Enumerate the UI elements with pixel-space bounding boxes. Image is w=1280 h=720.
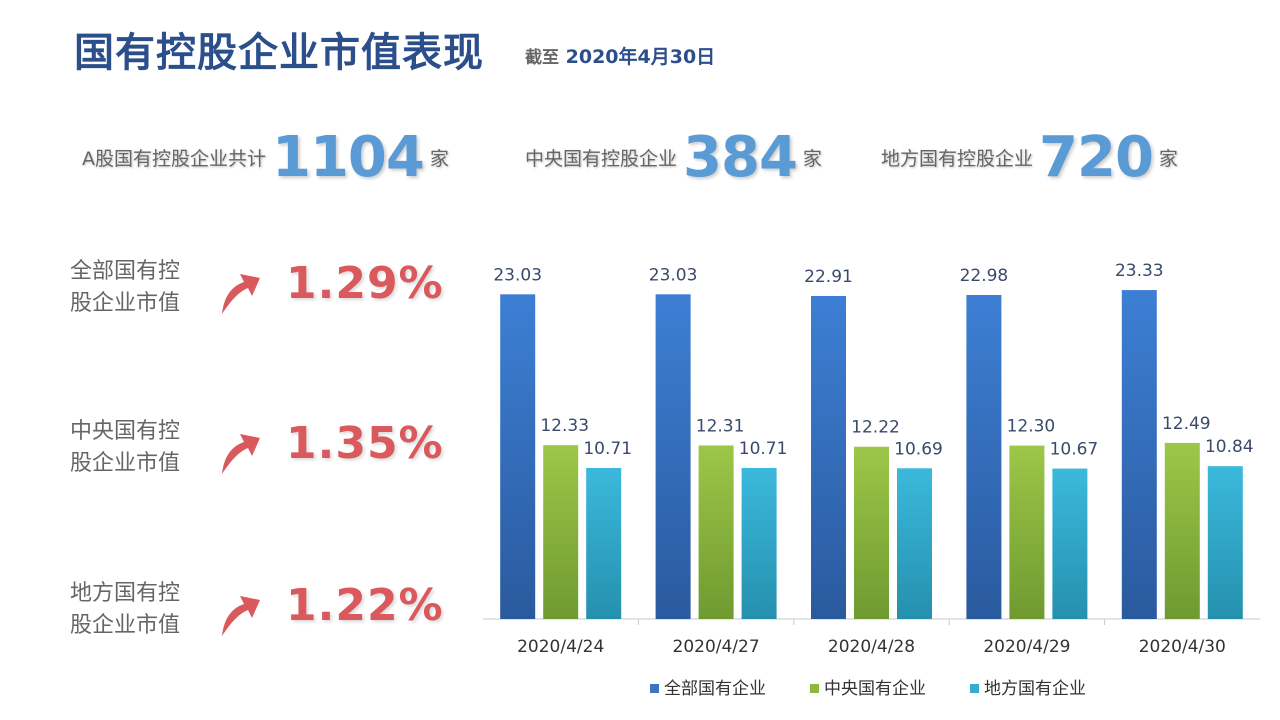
bar-chart: 23.03 12.33 10.71 2020/4/24 23.03 12.31 10.71 2… (483, 261, 1260, 699)
bar-central (1164, 442, 1200, 619)
data-label: 22.98 (960, 266, 1009, 286)
data-label: 23.33 (1115, 261, 1164, 281)
bar-local (897, 468, 932, 619)
as-of-lead: 截至 (525, 48, 559, 68)
metric-label: 全部国有控 股企业市值 (70, 256, 200, 320)
x-tick-label: 2020/4/30 (1139, 637, 1226, 657)
legend-label: 地方国有企业 (984, 679, 1086, 699)
data-label: 12.31 (696, 416, 745, 436)
up-arrow-icon (222, 274, 260, 314)
x-tick-label: 2020/4/27 (673, 637, 760, 657)
bar-all (1121, 290, 1157, 619)
page-title: 国有控股企业市值表现 (74, 30, 484, 76)
bar-local (586, 468, 622, 619)
up-arrow-icon (222, 434, 260, 474)
bar-local (741, 468, 777, 619)
stat-value: 720 (1039, 124, 1154, 190)
metric-all: 全部国有控 股企业市值 1.29% (70, 256, 450, 326)
metric-value: 1.29% (286, 258, 444, 309)
legend-swatch (650, 684, 659, 693)
data-label: 10.71 (583, 439, 632, 459)
stat-local: 地方国有控股企业 720 家 (881, 122, 1178, 192)
metric-label: 地方国有控 股企业市值 (70, 578, 200, 642)
bar-central (543, 445, 579, 619)
bar-central (1009, 445, 1045, 619)
stat-unit: 家 (802, 147, 822, 170)
stat-central: 中央国有控股企业 384 家 (525, 122, 822, 192)
data-label: 12.30 (1007, 417, 1056, 437)
x-tick-label: 2020/4/29 (983, 637, 1070, 657)
data-label: 10.71 (739, 439, 788, 459)
legend-swatch (810, 684, 819, 693)
metric-label-line: 股企业市值 (70, 613, 181, 638)
bar-all (811, 295, 846, 619)
metric-label-line: 地方国有控 (70, 581, 181, 606)
data-label: 23.03 (493, 265, 542, 285)
bar-all (500, 294, 536, 619)
metric-label-line: 股企业市值 (70, 291, 181, 316)
stat-unit: 家 (1158, 147, 1178, 170)
bar-central (698, 445, 734, 619)
bar-all (966, 295, 1002, 619)
legend-label: 中央国有企业 (824, 679, 926, 699)
data-label: 22.91 (804, 267, 853, 287)
bar-local (1052, 468, 1088, 619)
data-label: 10.67 (1050, 440, 1099, 460)
stat-value: 1104 (272, 124, 425, 190)
stat-label: 中央国有控股企业 (525, 147, 678, 170)
data-label: 23.03 (649, 265, 698, 285)
metric-label-line: 中央国有控 (70, 419, 181, 444)
metric-label: 中央国有控 股企业市值 (70, 416, 200, 480)
legend-swatch (970, 684, 979, 693)
legend-label: 全部国有企业 (664, 679, 766, 699)
data-label: 12.49 (1162, 414, 1211, 434)
bar-central (854, 446, 889, 619)
metric-local: 地方国有控 股企业市值 1.22% (70, 578, 450, 648)
up-arrow-icon (222, 596, 260, 636)
stat-label: A股国有控股企业共计 (82, 147, 266, 170)
metric-label-line: 股企业市值 (70, 451, 181, 476)
metric-label-line: 全部国有控 (70, 259, 181, 284)
x-tick-label: 2020/4/24 (517, 637, 604, 657)
stat-unit: 家 (429, 147, 449, 170)
stat-value: 384 (683, 124, 798, 190)
data-label: 10.69 (894, 439, 943, 459)
data-label: 12.33 (540, 416, 589, 436)
data-label: 10.84 (1205, 437, 1254, 457)
metric-value: 1.35% (286, 418, 444, 469)
metric-central: 中央国有控 股企业市值 1.35% (70, 416, 450, 486)
as-of-date: 截至 2020年4月30日 (525, 42, 715, 69)
bar-all (655, 294, 691, 619)
stat-label: 地方国有控股企业 (881, 147, 1034, 170)
as-of-value: 2020年4月30日 (565, 46, 716, 68)
x-tick-label: 2020/4/28 (828, 637, 915, 657)
metric-value: 1.22% (286, 580, 444, 631)
plot-area: 23.03 12.33 10.71 2020/4/24 23.03 12.31 10.71 2… (483, 261, 1260, 699)
stat-total: A股国有控股企业共计 1104 家 (82, 122, 449, 192)
bar-local (1207, 466, 1243, 619)
data-label: 12.22 (851, 418, 900, 438)
